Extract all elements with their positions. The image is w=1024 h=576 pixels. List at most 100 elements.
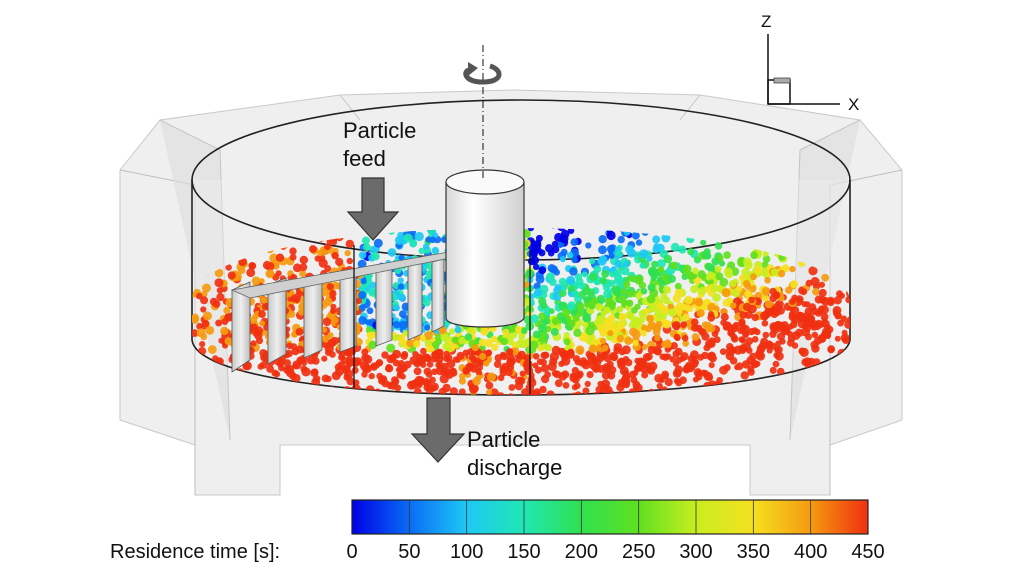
particle xyxy=(620,266,630,276)
particle xyxy=(748,296,755,304)
particle xyxy=(214,268,224,278)
particle xyxy=(570,310,578,317)
particle xyxy=(223,306,231,314)
particle xyxy=(723,251,731,259)
particle xyxy=(714,265,722,273)
particle xyxy=(289,253,297,261)
axis-x-label: X xyxy=(848,95,860,114)
particle xyxy=(739,337,747,344)
particle xyxy=(735,285,743,293)
particle xyxy=(589,272,598,282)
particle xyxy=(292,360,302,370)
particle xyxy=(449,387,458,395)
particle xyxy=(647,283,656,292)
particle xyxy=(817,334,826,343)
particle xyxy=(544,371,551,378)
particle xyxy=(602,283,611,292)
particle xyxy=(769,330,777,338)
particle xyxy=(656,302,665,312)
particle xyxy=(254,331,263,340)
colorbar-gradient xyxy=(351,499,869,535)
particle xyxy=(642,353,651,362)
particle xyxy=(458,388,466,395)
particle xyxy=(532,362,539,369)
particle xyxy=(338,354,345,361)
discharge-label: Particle discharge xyxy=(467,426,562,482)
particle xyxy=(762,331,770,339)
particle xyxy=(346,257,353,265)
particle xyxy=(627,274,635,282)
particle xyxy=(431,368,438,376)
particle xyxy=(755,267,762,274)
particle xyxy=(708,311,715,318)
particle xyxy=(424,324,431,331)
particle xyxy=(682,340,690,347)
particle xyxy=(682,264,692,274)
particle xyxy=(559,283,568,292)
particle xyxy=(607,314,616,323)
particle xyxy=(559,256,567,263)
particle xyxy=(549,265,559,274)
particle xyxy=(594,303,603,311)
particle xyxy=(322,317,332,327)
particle xyxy=(734,364,741,371)
particle xyxy=(527,378,537,388)
particle xyxy=(726,343,734,351)
particle xyxy=(361,353,370,362)
particle xyxy=(801,301,808,307)
particle xyxy=(783,327,791,335)
particle xyxy=(781,321,789,329)
particle xyxy=(575,371,583,380)
particle xyxy=(774,307,782,314)
particle xyxy=(827,296,835,305)
particle xyxy=(452,356,459,363)
particle xyxy=(616,334,625,343)
particle xyxy=(803,325,811,332)
particle xyxy=(761,294,769,302)
particle xyxy=(431,246,440,255)
particle xyxy=(764,277,771,284)
particle xyxy=(414,231,424,242)
particle xyxy=(708,354,717,363)
particle xyxy=(443,355,450,362)
particle xyxy=(472,376,481,386)
particle xyxy=(524,366,534,376)
particle xyxy=(577,303,585,311)
particle xyxy=(691,333,700,341)
particle xyxy=(561,353,569,361)
particle xyxy=(598,235,607,244)
particle xyxy=(661,233,671,243)
particle xyxy=(746,356,755,365)
particle xyxy=(638,359,646,366)
rotation-arrow-icon xyxy=(463,62,502,85)
particle xyxy=(673,323,681,331)
particle xyxy=(540,364,550,373)
particle xyxy=(754,297,762,306)
particle xyxy=(500,337,509,346)
particle xyxy=(611,285,621,295)
particle xyxy=(409,356,418,365)
particle xyxy=(418,247,425,255)
particle xyxy=(266,365,274,373)
particle xyxy=(471,344,479,352)
particle xyxy=(416,357,425,366)
particle xyxy=(592,357,602,367)
particle xyxy=(662,319,672,329)
particle xyxy=(227,271,236,280)
particle xyxy=(423,367,432,376)
particle xyxy=(520,327,528,334)
particle xyxy=(755,350,764,359)
particle xyxy=(283,365,292,374)
feed-label: Particle feed xyxy=(343,117,416,173)
particle xyxy=(285,349,293,358)
axis-z-label: Z xyxy=(761,12,772,31)
particle xyxy=(537,324,547,333)
particle xyxy=(425,344,434,353)
particle xyxy=(703,344,711,352)
particle xyxy=(368,372,375,380)
particle xyxy=(700,239,707,246)
particle xyxy=(722,299,731,307)
particle xyxy=(397,360,405,368)
particle xyxy=(680,321,687,328)
particle xyxy=(202,283,211,293)
